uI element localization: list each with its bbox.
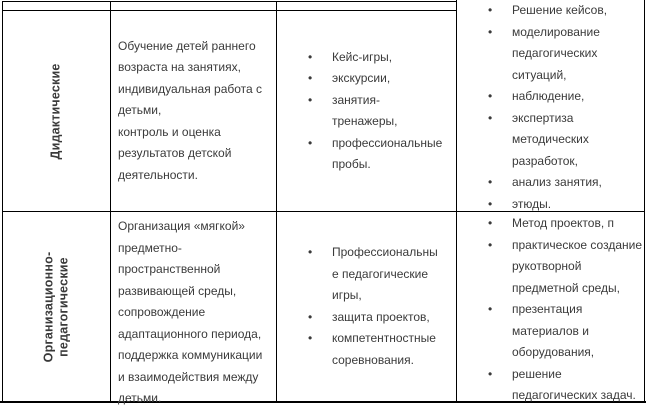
description-text: Обучение детей раннего возраста на занят… <box>118 38 263 182</box>
category-cell-didactic: Дидактические <box>3 11 110 211</box>
bullet-icon: • <box>308 92 313 107</box>
bullet-icon: • <box>308 309 313 324</box>
list-item-text: защита проектов, <box>332 309 430 324</box>
list-item: • Кейс-игры, <box>277 47 456 69</box>
forms-cell-didactic: • Кейс-игры, • экскурсии, • занятия- тре… <box>277 11 456 211</box>
list-item-text: Метод проектов, п <box>512 216 614 230</box>
list-item-text: Решение кейсов, <box>512 3 608 17</box>
list-item: • экспертиза методических разработок, <box>457 108 644 173</box>
list-item: • наблюдение, <box>457 86 644 108</box>
table-border-top <box>2 1 457 2</box>
list-item: • анализ занятия, <box>457 172 644 194</box>
table-border-right <box>644 0 645 401</box>
list-item-text: экспертиза методических разработок, <box>512 110 589 168</box>
list-item-text: анализ занятия, <box>512 175 602 189</box>
bullet-icon: • <box>488 196 493 211</box>
list-item: • моделирование педагогических ситуаций, <box>457 22 644 87</box>
list-item: • Метод проектов, п <box>457 213 644 235</box>
methods-cell-didactic: • Решение кейсов, • моделирование педаго… <box>457 0 644 211</box>
bullet-icon: • <box>488 366 493 381</box>
list-item-text: профессиональные пробы. <box>332 135 443 172</box>
list-item: • практическое создание рукотворной пред… <box>457 235 644 300</box>
bullet-icon: • <box>488 216 493 230</box>
table-border-bottom <box>0 401 646 403</box>
description-cell-didactic: Обучение детей раннего возраста на занят… <box>111 11 276 211</box>
list-item-text: моделирование педагогических ситуаций, <box>512 24 600 82</box>
list-item: • этюды. <box>457 194 644 212</box>
forms-cell-organizational: • Профессиональны е педагогические игры,… <box>277 212 456 401</box>
list-item-text: экскурсии, <box>332 71 391 85</box>
table-border-row-divider <box>2 211 645 212</box>
bullet-icon: • <box>488 24 493 39</box>
list-item: • Решение кейсов, <box>457 0 644 22</box>
bullet-icon: • <box>488 237 493 252</box>
category-label: Организационно- педагогические <box>41 251 71 362</box>
table-border-col3-divider <box>456 0 457 401</box>
bullet-icon: • <box>488 175 493 189</box>
methods-cell-organizational: • Метод проектов, п • практическое созда… <box>457 212 644 402</box>
table-border-col1-divider <box>110 1 111 401</box>
list-item: • компетентностные соревнования. <box>277 328 456 371</box>
bullet-icon: • <box>308 71 313 85</box>
category-cell-organizational: Организационно- педагогические <box>3 212 110 401</box>
list-item-text: Кейс-игры, <box>332 49 393 64</box>
description-cell-organizational: Организация «мягкой» предметно- простран… <box>111 212 276 405</box>
list-item: • экскурсии, <box>277 68 456 90</box>
list-item: • Профессиональны е педагогические игры, <box>277 242 456 307</box>
table-border-sliver-row <box>2 10 457 11</box>
bullet-icon: • <box>308 135 313 150</box>
list-item-text: практическое создание рукотворной предме… <box>512 237 643 295</box>
category-label: Дидактические <box>49 62 63 160</box>
bullet-icon: • <box>488 302 493 316</box>
list-item: • занятия- тренажеры, <box>277 90 456 133</box>
list-item-text: Профессиональны е педагогические игры, <box>332 245 438 302</box>
bullet-icon: • <box>488 110 493 125</box>
list-item: • защита проектов, <box>277 307 456 329</box>
table-border-col2-divider <box>276 1 277 401</box>
table-border-left <box>2 1 3 403</box>
bullet-icon: • <box>308 331 313 345</box>
list-item-text: решение педагогических задач. <box>512 366 636 403</box>
list-item-text: занятия- тренажеры, <box>332 92 398 129</box>
list-item-text: компетентностные соревнования. <box>332 331 436 367</box>
list-item-text: этюды. <box>512 196 552 211</box>
description-text: Организация «мягкой» предметно- простран… <box>118 219 263 405</box>
bullet-icon: • <box>308 245 313 259</box>
list-item: • профессиональные пробы. <box>277 133 456 176</box>
list-item: • презентация материалов и оборудования, <box>457 299 644 364</box>
list-item-text: презентация материалов и оборудования, <box>512 302 595 359</box>
list-item-text: наблюдение, <box>512 89 585 103</box>
bullet-icon: • <box>488 3 493 17</box>
bullet-icon: • <box>308 49 313 64</box>
bullet-icon: • <box>488 89 493 103</box>
list-item: • решение педагогических задач. <box>457 364 644 403</box>
